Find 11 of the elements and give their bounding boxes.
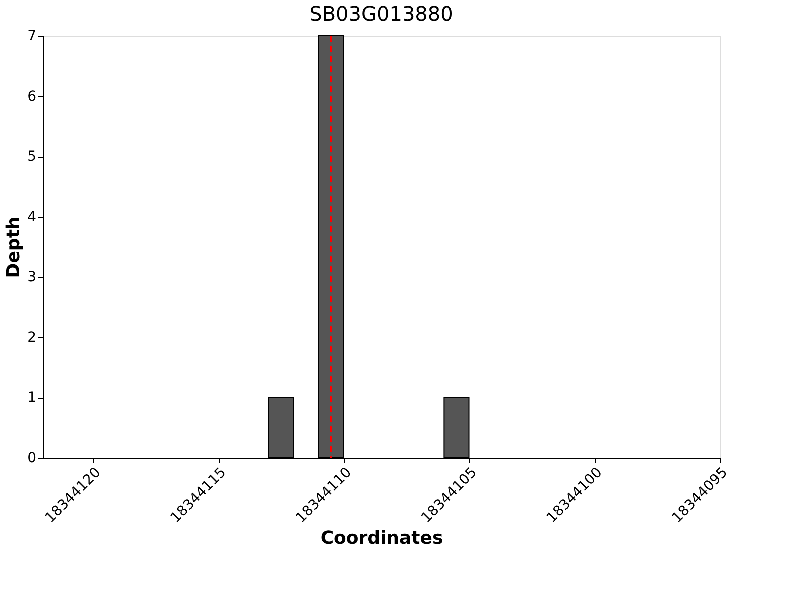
y-tick-label: 3 xyxy=(28,270,36,286)
y-tick-label: 4 xyxy=(28,209,37,226)
y-tick-label: 2 xyxy=(28,330,36,346)
y-tick-label: 1 xyxy=(28,390,36,406)
y-tick-label: 0 xyxy=(28,450,36,466)
chart-title: SB03G013880 xyxy=(310,2,454,26)
y-tick-label: 5 xyxy=(28,149,36,166)
y-tick-label: 7 xyxy=(28,28,36,44)
y-axis-title: Depth xyxy=(4,216,25,278)
x-axis-title: Coordinates xyxy=(320,528,444,549)
y-tick-label: 6 xyxy=(28,88,37,105)
